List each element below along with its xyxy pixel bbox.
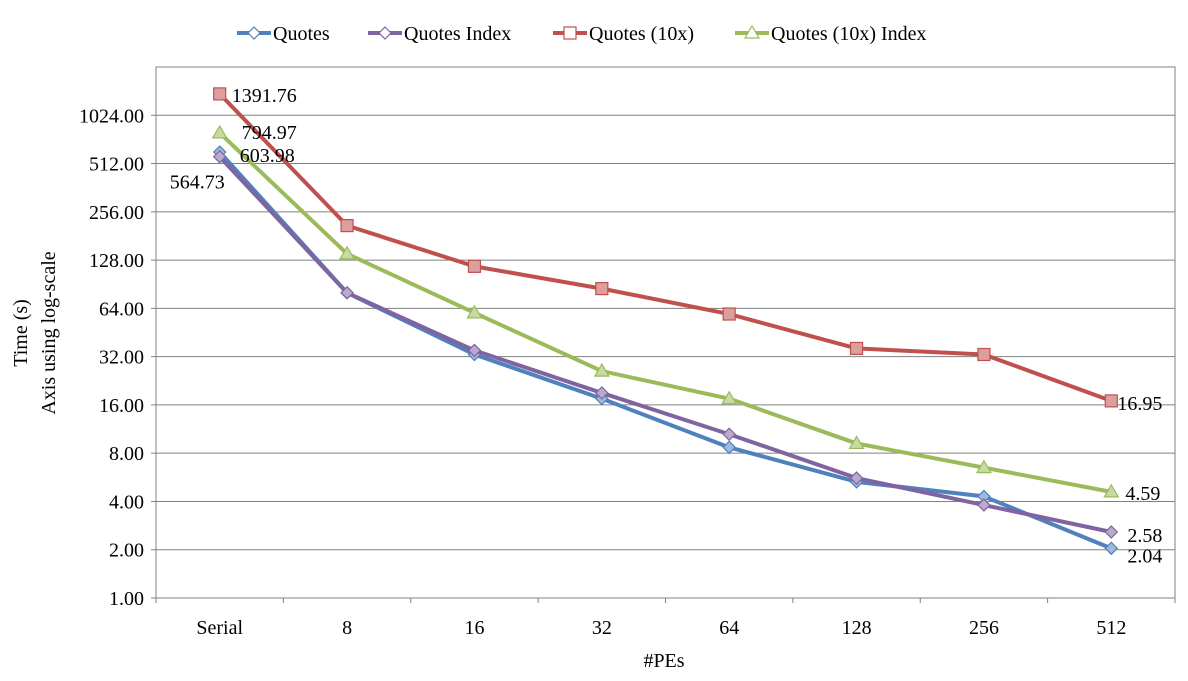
data-point bbox=[594, 386, 609, 400]
data-point bbox=[466, 304, 483, 319]
y-axis: 1.00 2.00 4.00 8.00 16.00 32.00 64.00 128.00 256… bbox=[79, 105, 156, 610]
legend-label: Quotes bbox=[273, 23, 330, 45]
data-point bbox=[977, 498, 991, 512]
legend-item: Quotes Index bbox=[368, 23, 511, 45]
legend-marker bbox=[563, 26, 577, 40]
plot-area bbox=[155, 66, 1176, 599]
y-tick-label: 128.00 bbox=[89, 250, 144, 272]
data-point bbox=[340, 285, 354, 300]
series-group bbox=[211, 87, 1120, 556]
y-tick-label: 8.00 bbox=[109, 443, 144, 465]
x-tick-label: 32 bbox=[592, 617, 612, 639]
x-axis-title: #PEs bbox=[643, 650, 684, 672]
y-tick-label: 256.00 bbox=[89, 202, 144, 224]
data-label: 2.04 bbox=[1127, 545, 1162, 567]
y-tick-label: 1024.00 bbox=[79, 105, 144, 127]
data-label: 603.98 bbox=[240, 145, 295, 167]
y-tick-label: 32.00 bbox=[99, 347, 144, 369]
y-tick-label: 2.00 bbox=[109, 540, 144, 562]
data-label: 2.58 bbox=[1127, 525, 1162, 547]
data-point bbox=[339, 245, 356, 260]
data-point bbox=[467, 259, 482, 273]
legend-label: Quotes (10x) Index bbox=[771, 23, 927, 45]
data-point bbox=[211, 124, 228, 139]
legend-item: Quotes bbox=[237, 23, 330, 45]
data-label: 794.97 bbox=[242, 122, 297, 144]
data-point bbox=[1104, 541, 1119, 556]
y-tick-label: 64.00 bbox=[99, 298, 144, 320]
data-label: 1391.76 bbox=[232, 85, 297, 107]
data-point bbox=[722, 427, 737, 442]
legend-marker bbox=[247, 26, 261, 40]
x-axis: Serial 8 16 32 64 128 256 512 bbox=[155, 598, 1176, 639]
data-point bbox=[849, 341, 864, 356]
x-tick-label: 512 bbox=[1096, 617, 1126, 639]
data-point bbox=[849, 471, 864, 485]
data-label: 4.59 bbox=[1125, 483, 1160, 505]
data-point bbox=[848, 435, 865, 450]
y-tick-label: 512.00 bbox=[89, 154, 144, 176]
y-tick-label: 16.00 bbox=[99, 395, 144, 417]
series-1 bbox=[212, 149, 1119, 539]
grid bbox=[156, 114, 1175, 599]
y-axis-title-line1: Time (s) bbox=[10, 299, 32, 367]
x-tick-label: 16 bbox=[464, 617, 484, 639]
series-2 bbox=[213, 87, 1118, 408]
data-point bbox=[1104, 525, 1119, 539]
x-tick-label: Serial bbox=[196, 617, 243, 639]
legend-label: Quotes (10x) bbox=[589, 23, 694, 45]
data-label: 564.73 bbox=[170, 172, 225, 194]
x-tick-label: 256 bbox=[969, 617, 999, 639]
data-point bbox=[1103, 483, 1120, 498]
x-tick-label: 128 bbox=[842, 617, 872, 639]
data-point bbox=[595, 282, 609, 296]
legend: Quotes Quotes Index Quotes (10x) Quotes (10… bbox=[237, 23, 927, 45]
data-point bbox=[467, 343, 482, 358]
legend-marker bbox=[378, 26, 392, 40]
legend-item: Quotes (10x) bbox=[553, 23, 694, 45]
data-point bbox=[722, 307, 736, 321]
legend-marker bbox=[743, 24, 761, 39]
data-point bbox=[721, 390, 738, 405]
data-point bbox=[340, 219, 354, 233]
x-tick-label: 64 bbox=[719, 617, 739, 639]
series-line bbox=[217, 91, 1114, 403]
data-point bbox=[975, 459, 992, 474]
data-point bbox=[1104, 394, 1118, 408]
data-point bbox=[593, 362, 610, 377]
x-tick-label: 8 bbox=[342, 617, 352, 639]
series-line bbox=[217, 154, 1114, 534]
data-point bbox=[212, 149, 227, 164]
y-axis-title-line2: Axis using log-scale bbox=[38, 251, 60, 414]
y-tick-label: 4.00 bbox=[109, 491, 144, 513]
data-point bbox=[722, 440, 737, 455]
legend-item: Quotes (10x) Index bbox=[735, 23, 927, 45]
data-point bbox=[977, 347, 991, 362]
y-tick-label: 1.00 bbox=[109, 588, 144, 610]
series-3 bbox=[211, 124, 1120, 498]
data-label: 16.95 bbox=[1117, 393, 1162, 415]
series-line bbox=[217, 130, 1114, 494]
data-point bbox=[213, 87, 227, 101]
legend-label: Quotes Index bbox=[404, 23, 511, 45]
